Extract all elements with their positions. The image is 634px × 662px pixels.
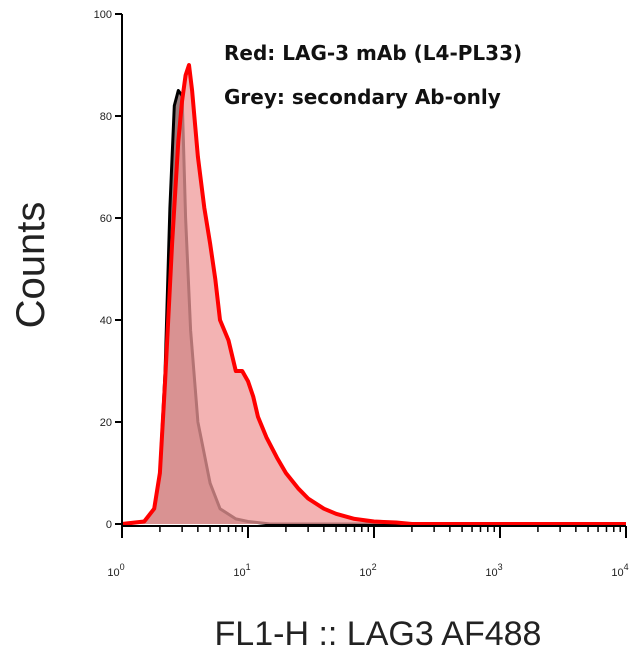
- legend-line-grey: Grey: secondary Ab-only: [224, 85, 501, 109]
- y-tick-label: 40: [100, 315, 112, 327]
- y-axis-label: Counts: [9, 202, 53, 329]
- y-tick-label: 20: [100, 417, 112, 429]
- x-tick-label: 102: [359, 562, 376, 579]
- x-tick-exponent: 0: [120, 562, 125, 572]
- x-tick-label: 104: [611, 562, 628, 579]
- x-tick-label: 100: [107, 562, 124, 579]
- y-tick-label: 60: [100, 213, 112, 225]
- plot-area: [121, 63, 626, 526]
- legend-line-red: Red: LAG-3 mAb (L4-PL33): [224, 41, 522, 65]
- x-tick-exponent: 2: [372, 562, 377, 572]
- y-tick-label: 0: [106, 519, 112, 531]
- y-tick-label: 100: [94, 9, 112, 21]
- x-tick-exponent: 4: [624, 562, 629, 572]
- x-tick-label: 103: [485, 562, 502, 579]
- y-tick-label: 80: [100, 111, 112, 123]
- series-fill-lag3: [122, 65, 626, 524]
- x-tick-exponent: 1: [246, 562, 251, 572]
- x-tick-exponent: 3: [498, 562, 503, 572]
- x-tick-label: 101: [233, 562, 250, 579]
- series-line-lag3: [121, 63, 626, 526]
- legend: Red: LAG-3 mAb (L4-PL33) Grey: secondary…: [224, 41, 522, 109]
- x-axis-label: FL1-H :: LAG3 AF488: [215, 615, 542, 653]
